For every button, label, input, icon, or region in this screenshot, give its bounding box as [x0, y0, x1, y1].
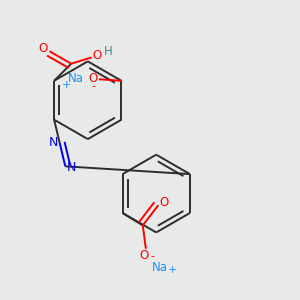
Text: -: -: [92, 81, 95, 91]
Text: O: O: [159, 196, 169, 208]
Text: N: N: [49, 136, 58, 148]
Text: +: +: [62, 80, 71, 90]
Text: O: O: [89, 72, 98, 85]
Text: O: O: [38, 42, 47, 55]
Text: O: O: [92, 50, 102, 62]
Text: -: -: [151, 251, 155, 262]
Text: +: +: [168, 265, 177, 275]
Text: H: H: [104, 45, 113, 58]
Text: O: O: [140, 249, 149, 262]
Text: Na: Na: [68, 72, 84, 85]
Text: Na: Na: [152, 261, 168, 274]
Text: N: N: [67, 161, 76, 174]
